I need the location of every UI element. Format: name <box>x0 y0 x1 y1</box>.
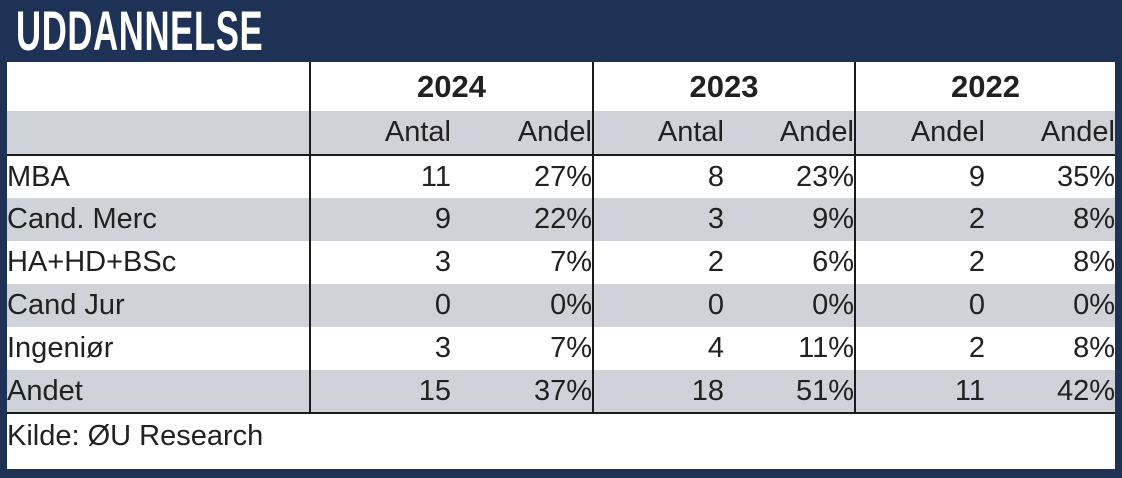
cell-value: 11 <box>309 155 451 198</box>
cell-value: 18 <box>592 370 724 413</box>
table-row: Cand Jur 0 0% 0 0% 0 0% <box>7 284 1115 327</box>
cell-value: 0 <box>854 284 985 327</box>
year-header-2024: 2024 <box>309 62 593 111</box>
subheader-2024-andel: Andel <box>451 111 593 156</box>
row-label: MBA <box>7 160 70 193</box>
cell-value: 0% <box>550 289 592 321</box>
cell-value: 2 <box>854 327 985 370</box>
education-table: 2024 2023 2022 Antal Andel Antal Andel A… <box>7 62 1115 459</box>
cell-value: 23% <box>795 160 854 193</box>
cell-value: 2 <box>854 241 985 284</box>
cell-value: 2 <box>592 241 724 284</box>
subheader-2022-andel: Andel <box>985 111 1115 156</box>
year-header-row: 2024 2023 2022 <box>7 62 1115 111</box>
table-row: Cand. Merc 9 22% 3 9% 2 8% <box>7 198 1115 241</box>
subheader-row: Antal Andel Antal Andel Andel Andel <box>7 111 1115 156</box>
row-label: Cand Jur <box>7 289 125 321</box>
cell-value: 7% <box>550 332 592 364</box>
subheader-2023-antal: Antal <box>592 111 724 156</box>
cell-value: 35% <box>1056 160 1115 193</box>
subheader-2023-andel: Andel <box>724 111 855 156</box>
cell-value: 51% <box>795 374 854 407</box>
cell-value: 15 <box>309 370 451 413</box>
cell-value: 8% <box>1073 246 1115 278</box>
corner-cell <box>7 62 310 111</box>
cell-value: 6% <box>812 246 854 278</box>
cell-value: 4 <box>592 327 724 370</box>
subheader-2024-antal: Antal <box>309 111 451 156</box>
table-row: Ingeniør 3 7% 4 11% 2 8% <box>7 327 1115 370</box>
cell-value: 27% <box>533 160 592 193</box>
cell-value: 8% <box>1073 332 1115 364</box>
cell-value: 2 <box>854 198 985 241</box>
row-label: Andet <box>7 374 83 407</box>
row-label: Ingeniør <box>7 332 114 364</box>
cell-value: 0 <box>309 284 451 327</box>
title-bar: UDDANNELSE <box>7 0 1115 62</box>
row-label: Cand. Merc <box>7 203 157 235</box>
table-row: HA+HD+BSc 3 7% 2 6% 2 8% <box>7 241 1115 284</box>
year-header-2022: 2022 <box>854 62 1115 111</box>
cell-value: 7% <box>550 246 592 278</box>
cell-value: 0 <box>592 284 724 327</box>
cell-value: 3 <box>592 198 724 241</box>
cell-value: 11% <box>798 332 854 364</box>
cell-value: 9 <box>854 155 985 198</box>
cell-value: 9 <box>309 198 451 241</box>
cell-value: 8% <box>1073 203 1115 235</box>
cell-value: 9% <box>812 203 854 235</box>
subheader-2022-antal: Andel <box>854 111 985 156</box>
table-row: MBA 11 27% 8 23% 9 35% <box>7 155 1115 198</box>
cell-value: 8 <box>592 155 724 198</box>
cell-value: 11 <box>854 370 985 413</box>
row-label: HA+HD+BSc <box>7 246 177 278</box>
cell-value: 42% <box>1056 374 1115 407</box>
cell-value: 3 <box>309 327 451 370</box>
cell-value: 0% <box>1073 289 1115 321</box>
page-title: UDDANNELSE <box>16 0 264 62</box>
corner-cell <box>7 111 310 156</box>
cell-value: 22% <box>533 203 592 235</box>
source-row: Kilde: ØU Research <box>7 412 1115 459</box>
year-header-2023: 2023 <box>592 62 855 111</box>
cell-value: 3 <box>309 241 451 284</box>
cell-value: 0% <box>812 289 854 321</box>
table-row: Andet 15 37% 18 51% 11 42% <box>7 370 1115 413</box>
cell-value: 37% <box>533 374 592 407</box>
source-text: Kilde: ØU Research <box>7 412 1115 459</box>
